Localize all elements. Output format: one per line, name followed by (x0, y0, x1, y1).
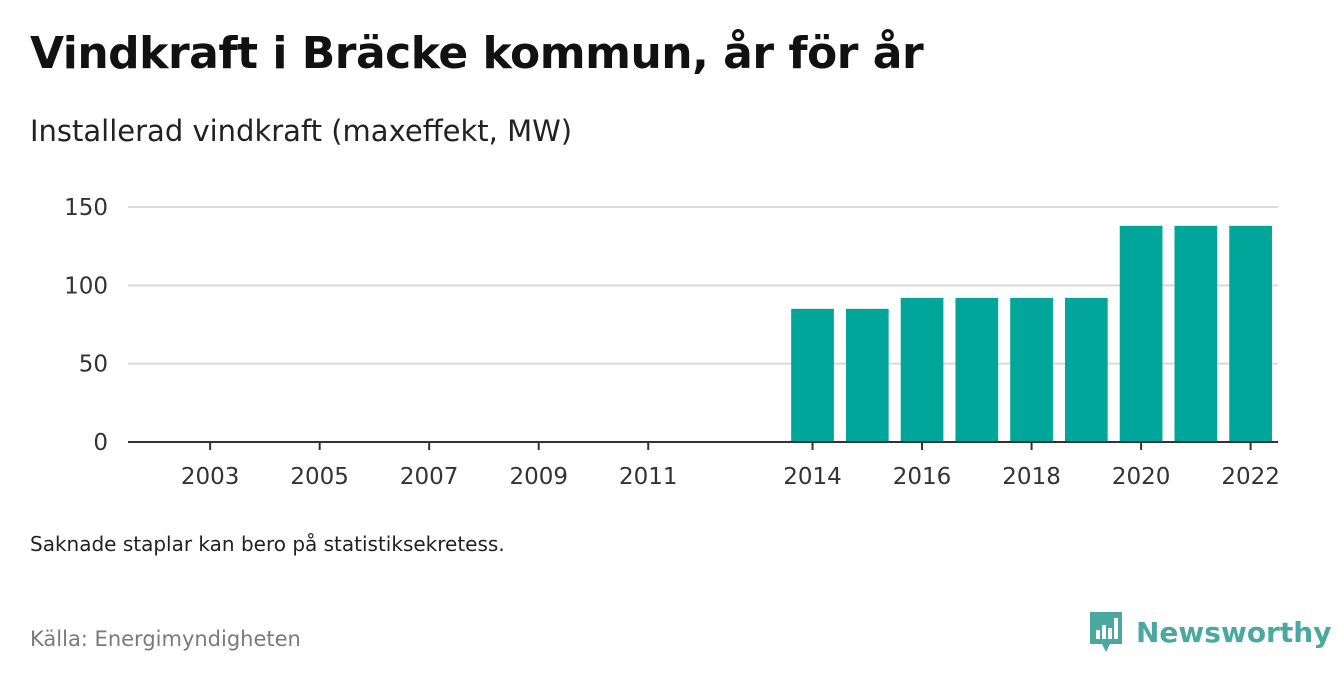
x-tick-label: 2018 (1002, 464, 1061, 490)
footnote: Saknade staplar kan bero på statistiksek… (30, 532, 505, 556)
x-tick-label: 2005 (290, 464, 349, 490)
y-tick-label: 100 (64, 273, 108, 299)
axes: 0 50 100 150 2003 2005 2007 2009 2011 2014 2016 201… (64, 195, 1280, 490)
x-tick-label: 2020 (1112, 464, 1171, 490)
x-tick-label: 2011 (619, 464, 678, 490)
bar-chart: 0 50 100 150 2003 2005 2007 2009 2011 2014 2016 201… (64, 195, 1280, 490)
bar (1174, 225, 1218, 442)
bar (1229, 225, 1272, 442)
x-tick-label: 2014 (783, 464, 842, 490)
bar (791, 308, 834, 442)
x-tick-label: 2007 (400, 464, 459, 490)
x-tick-label: 2009 (509, 464, 568, 490)
source-credit: Källa: Energimyndigheten (30, 627, 301, 651)
y-tick-label: 150 (64, 195, 108, 221)
x-tick-label: 2016 (893, 464, 952, 490)
chart-subtitle: Installerad vindkraft (maxeffekt, MW) (30, 114, 573, 148)
bar (845, 308, 889, 442)
x-tick-label: 2003 (181, 464, 240, 490)
bar (955, 297, 999, 442)
y-tick-label: 0 (93, 430, 108, 456)
brand-name: Newsworthy (1136, 615, 1332, 649)
bars (791, 225, 1272, 442)
chart-title: Vindkraft i Bräcke kommun, år för år (30, 28, 924, 79)
bar (1119, 225, 1163, 442)
y-tick-label: 50 (79, 352, 108, 378)
bar (1064, 297, 1108, 442)
brand-logo: Newsworthy (1088, 610, 1331, 654)
bar (1010, 297, 1053, 442)
bar (900, 297, 944, 442)
newsworthy-logo-icon (1090, 612, 1122, 652)
x-tick-label: 2022 (1221, 464, 1280, 490)
